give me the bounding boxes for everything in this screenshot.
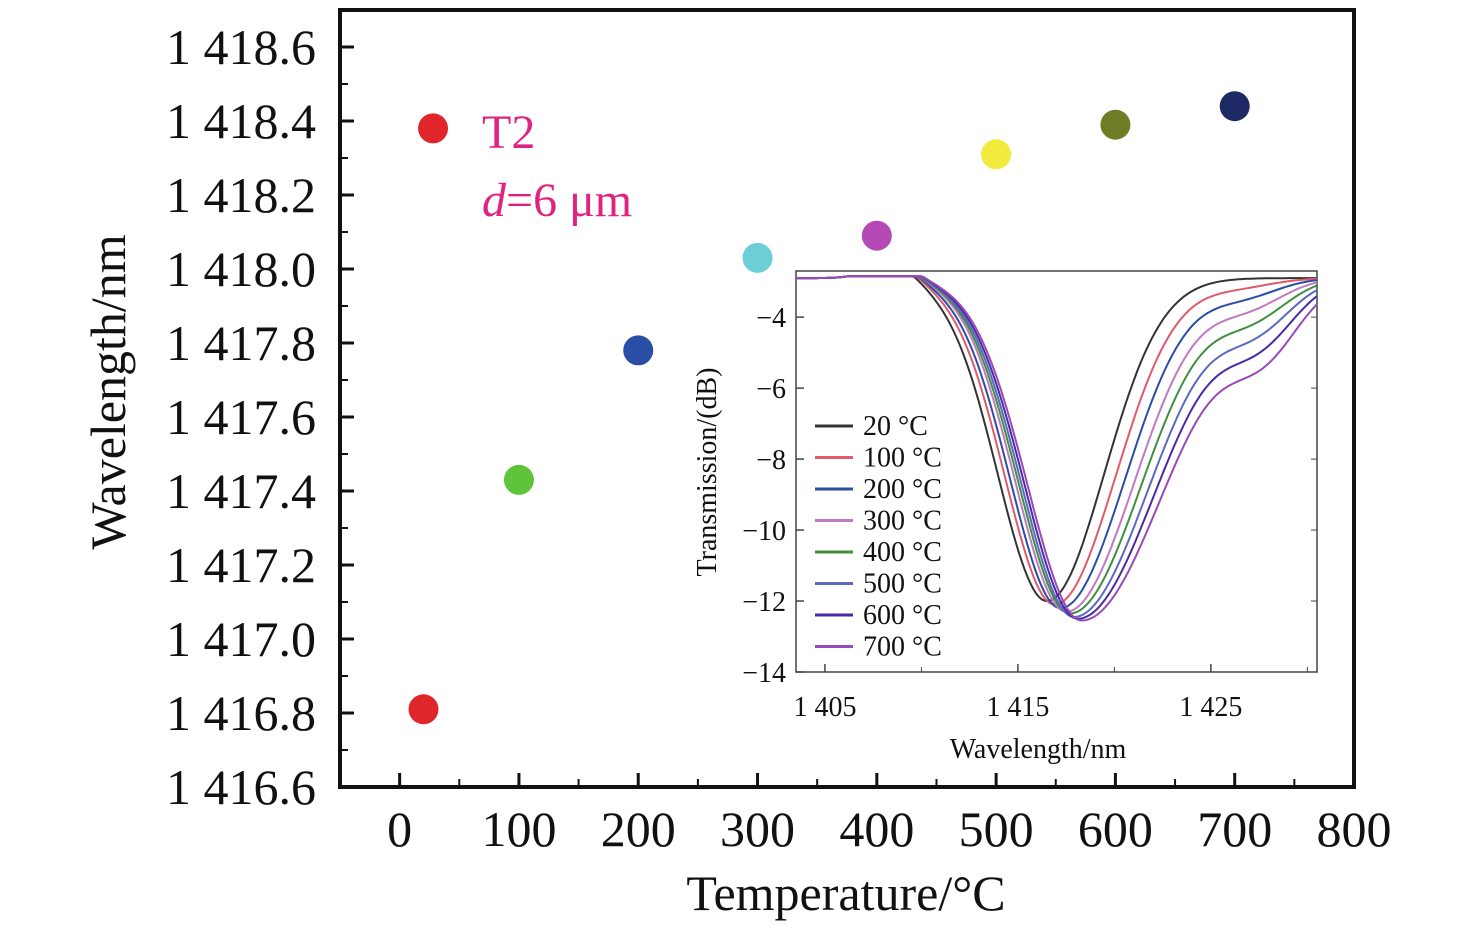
data-point — [1100, 109, 1131, 140]
legend-label: 20 °C — [863, 411, 928, 442]
main-y-tick-label: 1 416.8 — [166, 685, 316, 741]
inset-y-axis-label: Transmission/(dB) — [692, 367, 723, 576]
annotation-line1: T2 — [482, 106, 535, 159]
legend-label: 400 °C — [863, 537, 942, 568]
main-y-tick-label: 1 418.2 — [166, 167, 316, 223]
main-y-tick-label: 1 417.6 — [166, 389, 316, 445]
main-x-tick-label: 400 — [839, 801, 914, 857]
main-plot-frame — [338, 8, 1356, 789]
data-point — [861, 220, 892, 251]
main-y-tick-label: 1 417.4 — [166, 463, 316, 519]
annotation-variable: d — [482, 174, 507, 227]
main-x-tick-label: 800 — [1317, 801, 1392, 857]
main-x-tick-label: 100 — [481, 801, 556, 857]
main-y-tick-label: 1 417.2 — [166, 537, 316, 593]
main-y-tick-label: 1 416.6 — [166, 759, 316, 815]
main-y-tick-label: 1 418.4 — [166, 93, 316, 149]
legend-label: 700 °C — [863, 632, 942, 663]
legend-label: 500 °C — [863, 569, 942, 600]
main-x-tick-label: 600 — [1078, 801, 1153, 857]
main-x-tick-label: 700 — [1197, 801, 1272, 857]
main-x-tick-label: 0 — [387, 801, 412, 857]
inset-x-tick-label: 1 415 — [986, 692, 1049, 723]
inset-y-tick-label: −8 — [756, 445, 786, 476]
inset-x-axis-label: Wavelength/nm — [950, 734, 1127, 765]
main-x-tick-label: 500 — [959, 801, 1034, 857]
legend-label: 100 °C — [863, 443, 942, 474]
data-point — [981, 139, 1012, 170]
main-x-tick-label: 300 — [720, 801, 795, 857]
main-y-tick-label: 1 418.0 — [166, 241, 316, 297]
annotation-line2: d=6 μm — [482, 174, 632, 227]
annotation-value: =6 μm — [506, 174, 632, 227]
data-point — [408, 694, 439, 725]
legend-label: 200 °C — [863, 474, 942, 505]
main-plot: 0 100 200 300 400 500 600 700 800 1 416.6 1 416.8 1… — [166, 8, 1392, 857]
inset-y-tick-label: −4 — [756, 303, 786, 334]
data-point — [623, 335, 654, 366]
main-x-tick-label: 200 — [601, 801, 676, 857]
series-line — [796, 275, 1318, 622]
data-point — [503, 464, 534, 495]
main-y-axis-label: Wavelength/nm — [80, 234, 136, 549]
annotation-marker — [418, 113, 449, 144]
main-y-tick-label: 1 417.0 — [166, 611, 316, 667]
inset-y-tick-label: −6 — [756, 374, 786, 405]
inset-y-tick-label: −12 — [742, 587, 786, 618]
main-y-tick-label: 1 417.8 — [166, 315, 316, 371]
data-point — [742, 242, 773, 273]
main-y-tick-label: 1 418.6 — [166, 19, 316, 75]
inset-x-tick-label: 1 425 — [1179, 692, 1242, 723]
inset-x-tick-label: 1 405 — [793, 692, 856, 723]
inset-y-tick-label: −14 — [742, 658, 786, 689]
legend-label: 600 °C — [863, 600, 942, 631]
inset-y-tick-label: −10 — [742, 516, 786, 547]
main-x-axis-label: Temperature/°C — [686, 865, 1005, 921]
data-point — [1219, 91, 1250, 122]
legend-label: 300 °C — [863, 506, 942, 537]
